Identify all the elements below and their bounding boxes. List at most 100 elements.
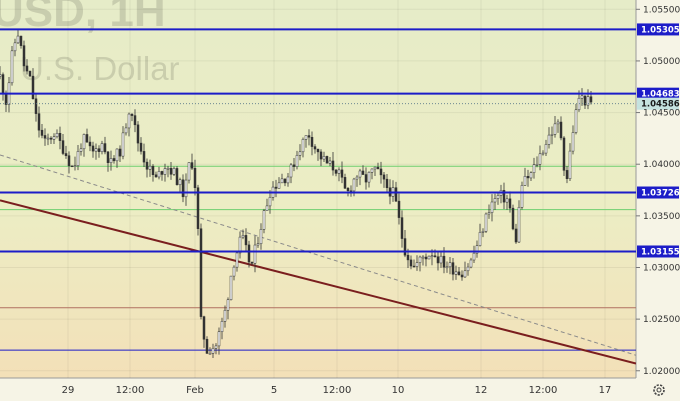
candle-body [547,134,551,145]
settings-button[interactable] [653,384,665,396]
candle [73,156,77,171]
candle [268,190,272,214]
candle [484,212,488,234]
candle-body [79,148,83,152]
candle-body [415,262,419,267]
candle-body [136,124,140,144]
candle [526,169,530,187]
candle-body [373,166,377,170]
candle-body [406,254,410,261]
candle-body [16,35,20,44]
candle-body [268,197,272,207]
candle-body [343,177,347,189]
candle-body [121,132,125,157]
candle [313,144,317,154]
candle [505,194,509,210]
candle-body [574,109,578,133]
candle [238,231,242,259]
y-tick-label: 1.05000 [643,57,680,67]
candle-body [487,212,491,215]
candle-body [394,187,398,202]
candle-body [376,166,380,170]
level-label: 1.05305 [641,25,680,35]
candle [253,235,257,273]
candle [118,145,122,163]
candle-body [496,195,500,199]
candle-body [310,136,314,147]
candle-body [328,160,332,164]
candle-body [520,185,524,208]
candle-body [76,151,80,166]
candle [403,229,407,258]
candle-body [148,165,152,170]
horizontal-levels[interactable]: 1.05305 1.04683 1.03726 1.03155 1.04586 [0,23,680,258]
candle [463,261,467,278]
candle [466,263,470,276]
candle-body [253,244,257,264]
candle-body [52,136,56,140]
candle [283,178,287,187]
candle [28,70,32,77]
candle [316,148,320,161]
candle-body [463,270,467,278]
candle [538,145,542,171]
candle-body [106,151,110,163]
candle [295,150,299,170]
candle-body [205,338,209,354]
candle [550,126,554,145]
x-tick-label: Feb [186,385,204,396]
candle-body [280,178,284,184]
candle [454,265,458,280]
y-tick-label: 1.02500 [643,315,680,325]
candle [418,255,422,272]
candle [421,255,425,266]
candle-body [175,168,179,186]
candle [223,305,227,328]
candle-body [589,96,593,103]
candle [523,167,527,186]
candle [40,123,44,139]
candle [25,59,29,75]
watermark-name: U.S. Dollar [20,50,180,87]
candle-body [4,93,8,105]
candle [568,143,572,182]
candle [340,161,344,184]
level-label-bg [637,87,679,100]
x-tick-label: 10 [392,385,405,396]
candle [82,133,86,157]
candle [382,171,386,188]
candle [43,128,47,146]
candle-body [34,98,38,114]
candle [202,315,206,348]
level-label: 1.04683 [641,90,680,100]
candle [397,193,401,225]
candle-body [196,187,200,229]
candle [436,252,440,271]
candle [172,166,176,176]
candle-body [31,75,35,100]
candle-body [85,134,89,143]
candle [493,193,497,210]
candle-body [382,174,386,180]
candle [400,210,404,248]
candle [298,144,302,161]
gear-icon[interactable] [653,384,665,396]
candle [565,165,569,184]
candle [205,336,209,355]
trendline-dashed [0,154,636,356]
candle-body [259,229,263,244]
candle [532,157,536,179]
candle-body [160,171,164,175]
candle-body [433,255,437,257]
candle [190,153,194,171]
candle-body [508,198,512,209]
candle [64,145,68,159]
candle [115,148,119,168]
candle-body [532,164,536,173]
candle-body [322,156,326,160]
candle-body [364,174,368,183]
candle-body [97,148,101,152]
candle-body [583,95,587,106]
level-label: 1.03155 [641,247,680,257]
